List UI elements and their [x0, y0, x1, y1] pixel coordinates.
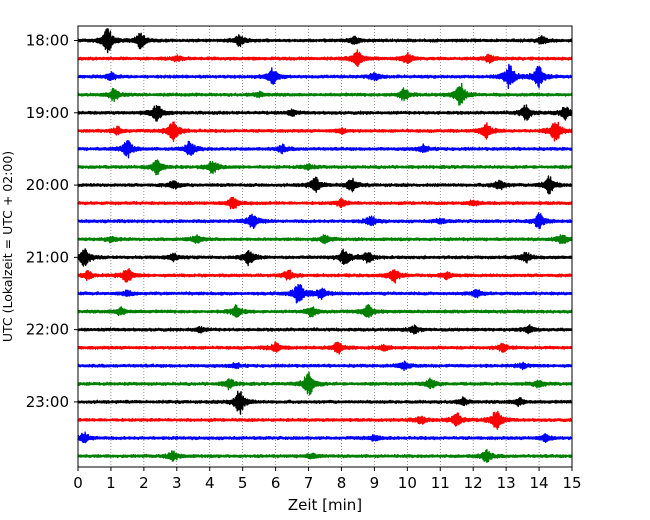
y-tick-label: 20:00 — [26, 176, 69, 194]
x-tick-label: 0 — [73, 474, 83, 492]
x-tick-label: 4 — [205, 474, 215, 492]
y-axis-ticks: 18:00 19:00 20:00 21:00 22:00 23:00 — [26, 32, 78, 411]
y-tick-label: 21:00 — [26, 248, 69, 266]
x-axis-label: Zeit [min] — [288, 496, 362, 514]
x-tick-label: 15 — [562, 474, 581, 492]
seismic-traces — [77, 28, 573, 463]
x-tick-label: 6 — [271, 474, 281, 492]
plot-frame — [77, 25, 573, 468]
x-tick-label: 14 — [530, 474, 549, 492]
y-axis-label: UTC (Lokalzeit = UTC + 02:00) — [0, 151, 15, 342]
x-tick-label: 3 — [172, 474, 182, 492]
x-tick-label: 11 — [431, 474, 450, 492]
trace-2345 — [77, 448, 573, 463]
x-tick-label: 10 — [398, 474, 417, 492]
y-tick-label: 23:00 — [26, 393, 69, 411]
x-tick-label: 12 — [464, 474, 483, 492]
x-tick-label: 7 — [304, 474, 314, 492]
x-tick-label: 1 — [106, 474, 116, 492]
y-tick-label: 19:00 — [26, 104, 69, 122]
y-tick-label: 18:00 — [26, 32, 69, 50]
x-tick-label: 8 — [337, 474, 347, 492]
x-tick-label: 5 — [238, 474, 248, 492]
x-tick-label: 2 — [139, 474, 149, 492]
x-tick-label: 9 — [370, 474, 380, 492]
y-tick-label: 22:00 — [26, 321, 69, 339]
trace-1845 — [77, 82, 573, 106]
x-tick-label: 13 — [497, 474, 516, 492]
trace-2000 — [77, 175, 573, 195]
x-axis-ticks: 0 1 2 3 4 5 6 7 8 9 10 11 12 13 14 15 — [73, 467, 582, 492]
